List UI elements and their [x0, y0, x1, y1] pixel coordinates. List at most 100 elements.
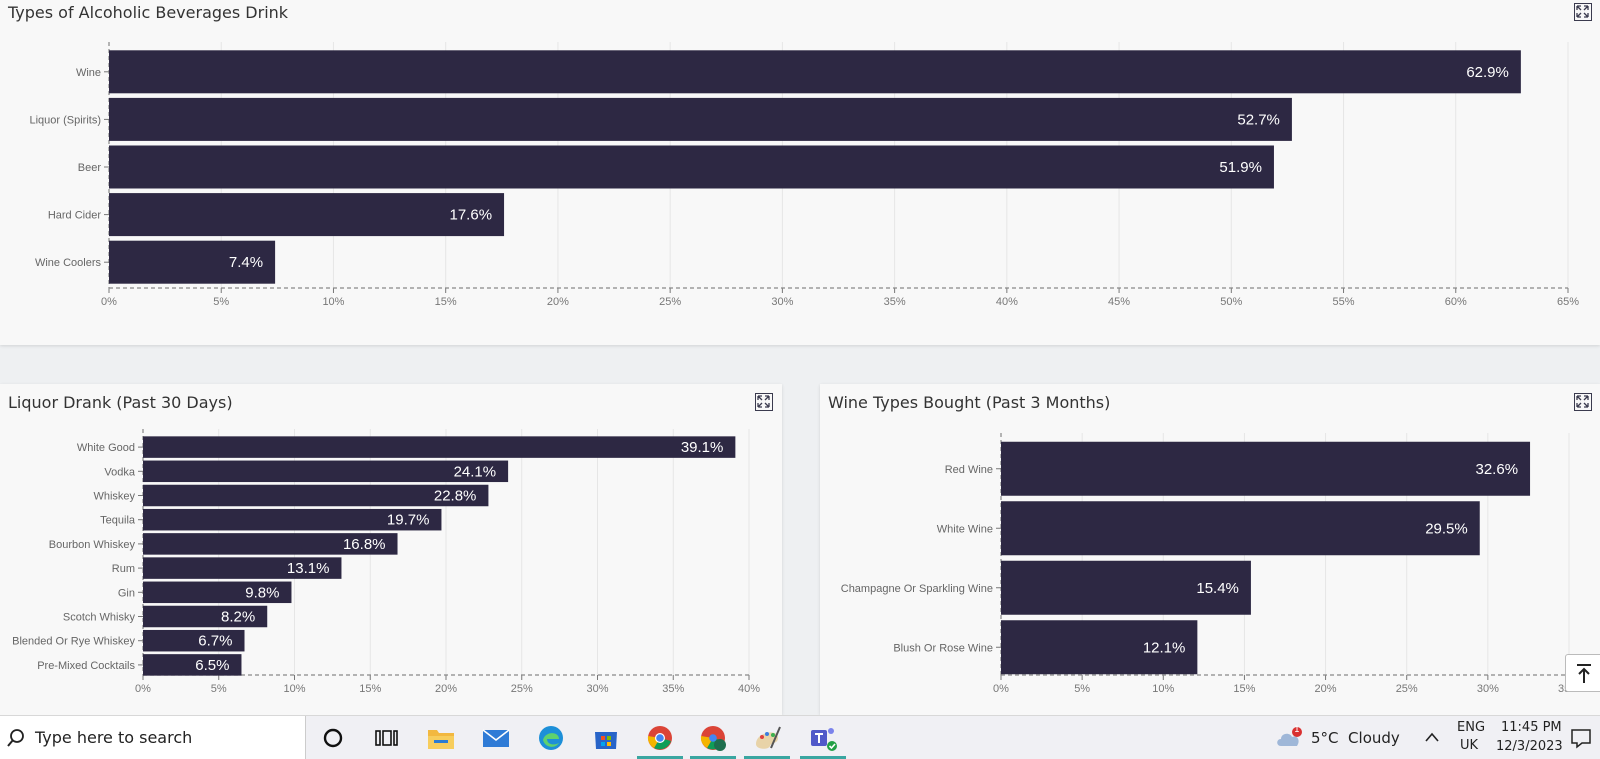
- bar: [1001, 501, 1480, 556]
- data-label: 13.1%: [287, 560, 330, 577]
- data-label: 8.2%: [221, 609, 255, 626]
- bar: [1001, 441, 1531, 496]
- scroll-top-button[interactable]: [1565, 654, 1600, 692]
- data-label: 29.5%: [1425, 520, 1468, 537]
- x-tick-label: 15%: [1233, 683, 1255, 695]
- x-tick-label: 5%: [213, 296, 229, 308]
- expand-icon[interactable]: [755, 393, 773, 411]
- data-label: 22.8%: [434, 488, 477, 505]
- category-label: Wine: [76, 67, 101, 79]
- x-tick-label: 50%: [1220, 296, 1242, 308]
- bar: [143, 581, 292, 604]
- search-icon: [7, 729, 24, 747]
- chrome-profile-icon[interactable]: [697, 722, 729, 754]
- chevron-up-icon[interactable]: [1424, 730, 1440, 744]
- weather-text[interactable]: 5°C Cloudy: [1311, 729, 1400, 747]
- x-tick-label: 15%: [359, 683, 381, 695]
- x-tick-label: 5%: [1074, 683, 1090, 695]
- category-label: Blended Or Rye Whiskey: [12, 636, 135, 648]
- chart-title: Liquor Drank (Past 30 Days): [8, 393, 233, 412]
- chart-title: Wine Types Bought (Past 3 Months): [828, 393, 1111, 412]
- x-tick-label: 10%: [1152, 683, 1174, 695]
- category-label: Whiskey: [93, 491, 135, 503]
- bar: [143, 629, 245, 652]
- chrome-icon[interactable]: [644, 722, 676, 754]
- clock-date[interactable]: 12/3/2023: [1496, 739, 1563, 754]
- store-icon[interactable]: [590, 722, 622, 754]
- x-tick-label: 20%: [1315, 683, 1337, 695]
- data-label: 7.4%: [229, 254, 263, 271]
- x-tick-label: 40%: [738, 683, 760, 695]
- file-explorer-icon[interactable]: [425, 722, 457, 754]
- x-tick-label: 65%: [1557, 296, 1579, 308]
- chart-title: Types of Alcoholic Beverages Drink: [8, 3, 289, 22]
- expand-icon[interactable]: [1574, 3, 1592, 21]
- scroll-top-icon: [1577, 664, 1591, 683]
- x-tick-label: 35%: [662, 683, 684, 695]
- category-label: Wine Coolers: [35, 257, 102, 269]
- x-tick-label: 15%: [435, 296, 457, 308]
- bar: [1001, 560, 1251, 615]
- data-label: 39.1%: [681, 439, 724, 456]
- liquor-drank-chart: 0% 5% 10% 15% 20% 25% 30% 35% 40% White Good 39.1%…: [12, 429, 760, 695]
- x-tick-label: 40%: [996, 296, 1018, 308]
- x-tick-label: 0%: [135, 683, 151, 695]
- x-tick-label: 35%: [884, 296, 906, 308]
- data-label: 24.1%: [454, 463, 497, 480]
- x-tick-label: 20%: [547, 296, 569, 308]
- taskbar-active-indicator: [637, 756, 683, 759]
- x-tick-label: 30%: [1477, 683, 1499, 695]
- x-tick-label: 30%: [771, 296, 793, 308]
- bar: [143, 605, 268, 628]
- cortana-icon[interactable]: [317, 722, 349, 754]
- taskbar-active-indicator: [744, 756, 790, 759]
- category-label: Bourbon Whiskey: [49, 539, 136, 551]
- data-label: 17.6%: [450, 207, 493, 224]
- wine-types-chart: 0%5%10%15%20%25%30%35%Red Wine32.6%White…: [841, 433, 1580, 695]
- x-tick-label: 0%: [101, 296, 117, 308]
- clock-time[interactable]: 11:45 PM: [1501, 720, 1562, 735]
- beverage-types-chart: 0% 5% 10% 15% 20% 25% 30% 35% 40% 45% 50% 55% 60% 65%…: [29, 42, 1579, 308]
- mail-icon[interactable]: [480, 722, 512, 754]
- bar: [109, 193, 505, 237]
- x-tick-label: 5%: [211, 683, 227, 695]
- bar: [109, 50, 1521, 94]
- data-label: 15.4%: [1196, 580, 1239, 597]
- x-tick-label: 25%: [659, 296, 681, 308]
- bar: [109, 145, 1274, 189]
- task-view-icon[interactable]: [370, 722, 402, 754]
- bar: [143, 533, 398, 555]
- bar: [1001, 620, 1198, 675]
- category-label: Vodka: [104, 466, 135, 478]
- edge-icon[interactable]: [535, 722, 567, 754]
- bar: [109, 240, 276, 284]
- bar: [143, 557, 342, 579]
- expand-icon[interactable]: [1574, 393, 1592, 411]
- bar: [143, 508, 442, 531]
- search-box[interactable]: Type here to search: [0, 716, 306, 759]
- data-label: 62.9%: [1466, 64, 1509, 81]
- weather-icon[interactable]: [1275, 726, 1305, 750]
- category-label: White Wine: [937, 523, 993, 535]
- data-label: 9.8%: [245, 584, 279, 601]
- language-bottom[interactable]: UK: [1460, 738, 1479, 753]
- x-tick-label: 10%: [283, 683, 305, 695]
- notification-icon[interactable]: [1570, 727, 1592, 749]
- bar: [109, 97, 1292, 141]
- teams-icon[interactable]: [807, 722, 839, 754]
- taskbar-active-indicator: [800, 756, 846, 759]
- category-label: Rum: [112, 563, 135, 575]
- x-tick-label: 45%: [1108, 296, 1130, 308]
- category-label: Gin: [118, 587, 135, 599]
- data-label: 16.8%: [343, 536, 386, 553]
- taskbar-active-indicator: [690, 756, 736, 759]
- x-tick-label: 10%: [322, 296, 344, 308]
- bar: [143, 654, 242, 676]
- x-tick-label: 60%: [1445, 296, 1467, 308]
- paint-icon[interactable]: [751, 722, 783, 754]
- chart-card-liquor-drank: Liquor Drank (Past 30 Days) 0% 5% 10% 15% 20…: [0, 384, 782, 715]
- language-top[interactable]: ENG: [1457, 720, 1486, 735]
- category-label: Blush Or Rose Wine: [893, 642, 993, 654]
- category-label: White Good: [77, 442, 135, 454]
- taskbar: Type here to search 1 5°C Cloudy ENG UK …: [0, 715, 1600, 759]
